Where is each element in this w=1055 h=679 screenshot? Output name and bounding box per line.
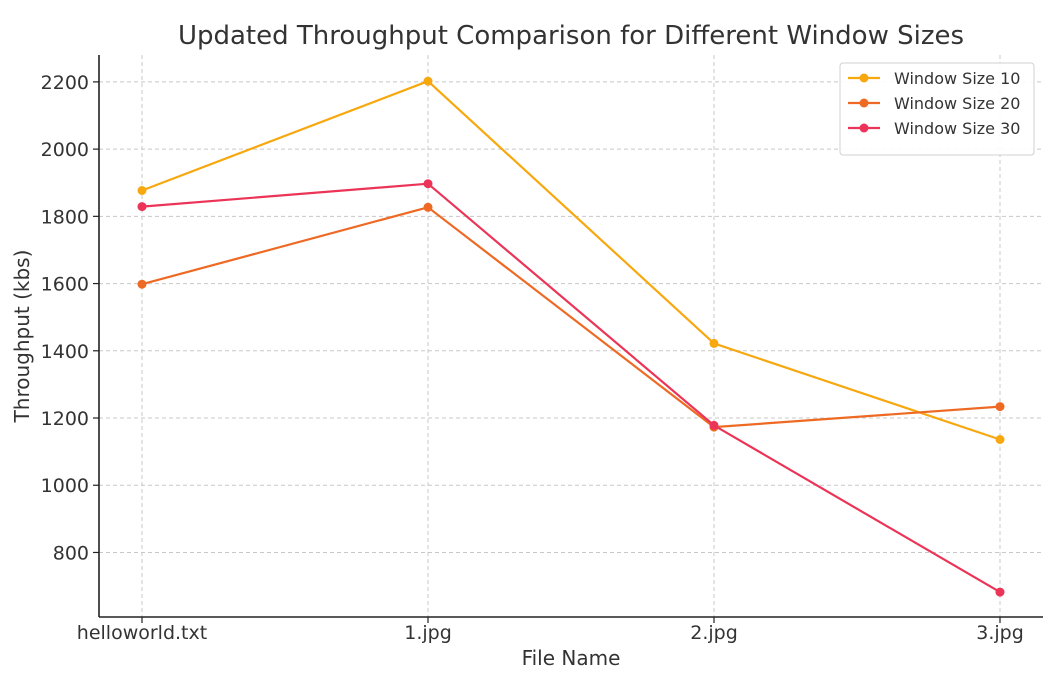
data-point: [423, 179, 433, 189]
legend-swatch-marker: [859, 98, 869, 108]
chart-title: Updated Throughput Comparison for Differ…: [178, 21, 964, 51]
legend-label: Window Size 20: [894, 94, 1020, 113]
legend: Window Size 10 Window Size 20 Window Size …: [839, 62, 1035, 156]
y-tick-label: 2000: [41, 139, 89, 161]
y-tick-label: 1800: [41, 206, 89, 228]
y-axis-label: Throughput (kbs): [10, 250, 34, 424]
x-axis-ticks: helloworld.txt 1.jpg 2.jpg 3.jpg: [77, 617, 1024, 644]
legend-swatch-marker: [859, 73, 869, 83]
data-point: [137, 186, 147, 195]
data-point: [709, 420, 719, 430]
data-point: [423, 76, 433, 86]
x-tick-label: 2.jpg: [690, 622, 738, 644]
y-tick-label: 1200: [41, 408, 89, 430]
series-line: [141, 206, 1001, 429]
y-axis-ticks: 800 1000 1200 1400 1600 1800 2000 2200: [41, 72, 99, 564]
x-tick-label: 3.jpg: [976, 622, 1024, 644]
data-point: [995, 587, 1005, 597]
x-axis-label: File Name: [522, 646, 621, 670]
x-tick-label: 1.jpg: [404, 622, 452, 644]
legend-label: Window Size 30: [894, 119, 1020, 138]
series-1: [137, 76, 1005, 444]
y-tick-label: 2200: [41, 72, 89, 94]
y-tick-label: 800: [53, 542, 89, 564]
legend-label: Window Size 10: [894, 69, 1020, 88]
data-point: [995, 435, 1005, 444]
series-line: [141, 79, 1001, 441]
y-tick-label: 1000: [41, 475, 89, 497]
series-2: [137, 202, 1005, 432]
data-point: [709, 338, 719, 348]
legend-item: Window Size 30: [848, 119, 1020, 138]
legend-swatch-marker: [859, 123, 869, 133]
data-point: [137, 279, 147, 289]
y-tick-label: 1400: [41, 341, 89, 363]
legend-item: Window Size 10: [848, 69, 1020, 88]
series-line: [141, 182, 1001, 594]
data-point: [423, 202, 433, 212]
x-tick-label: helloworld.txt: [77, 622, 207, 644]
series-3: [137, 179, 1005, 597]
series-layer: [137, 76, 1005, 597]
data-point: [137, 202, 147, 212]
legend-item: Window Size 20: [848, 94, 1020, 113]
y-tick-label: 1600: [41, 274, 89, 296]
legend-box: [839, 62, 1035, 156]
data-point: [995, 402, 1005, 412]
